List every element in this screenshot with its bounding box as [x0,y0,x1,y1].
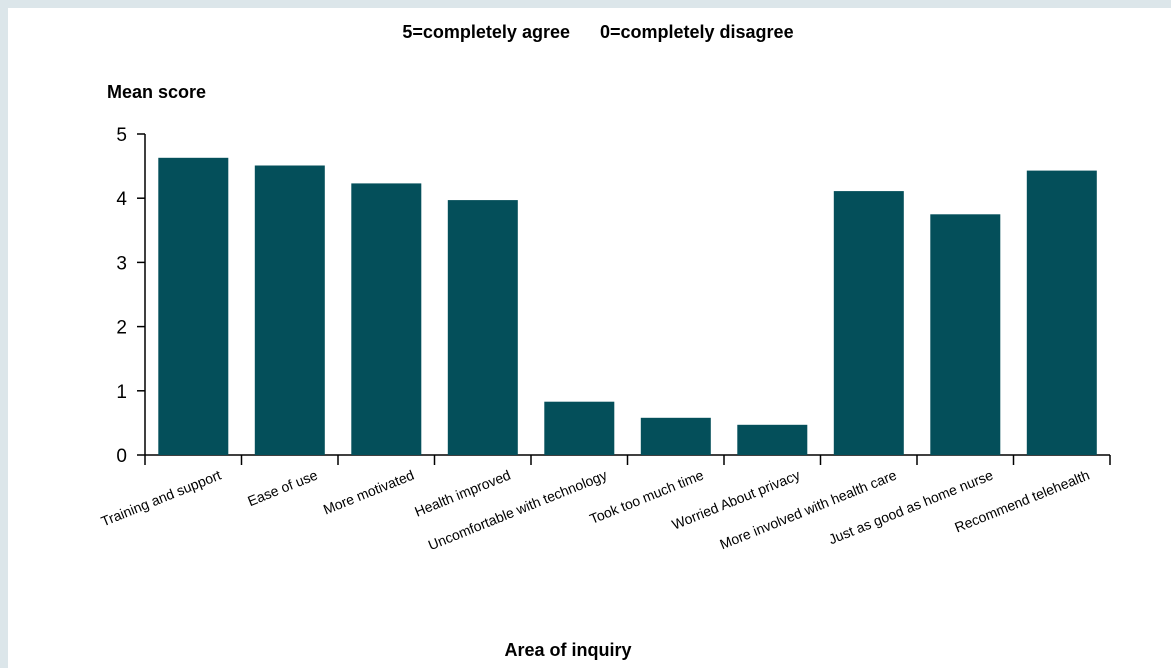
y-tick-label: 4 [116,189,127,210]
bars [158,157,1097,456]
x-tick-label: Uncomfortable with technology [426,467,609,554]
y-axis-label: Mean score [107,82,206,102]
bar [447,200,518,455]
x-tick-label: Ease of use [245,467,320,510]
y-tick-label: 0 [116,446,127,467]
x-tick-label: Training and support [99,467,224,530]
x-tick-label: More motivated [321,467,416,518]
x-tick-label: More involved with health care [717,467,899,553]
bar [737,424,808,455]
bar [833,191,904,455]
bar [640,417,711,455]
bar [158,157,229,456]
y-tick-label: 5 [116,125,127,146]
chart-title: 5=completely agree 0=completely disagree [402,22,793,42]
bar [1026,170,1097,455]
y-tick-label: 1 [116,382,127,403]
x-axis-label: Area of inquiry [504,640,631,660]
bar [930,214,1001,456]
y-tick-label: 3 [116,253,127,274]
y-tick-label: 2 [116,318,127,339]
x-tick-label: Just as good as home nurse [826,467,995,548]
bar [351,183,422,455]
bar [544,401,615,455]
bar [254,165,325,455]
